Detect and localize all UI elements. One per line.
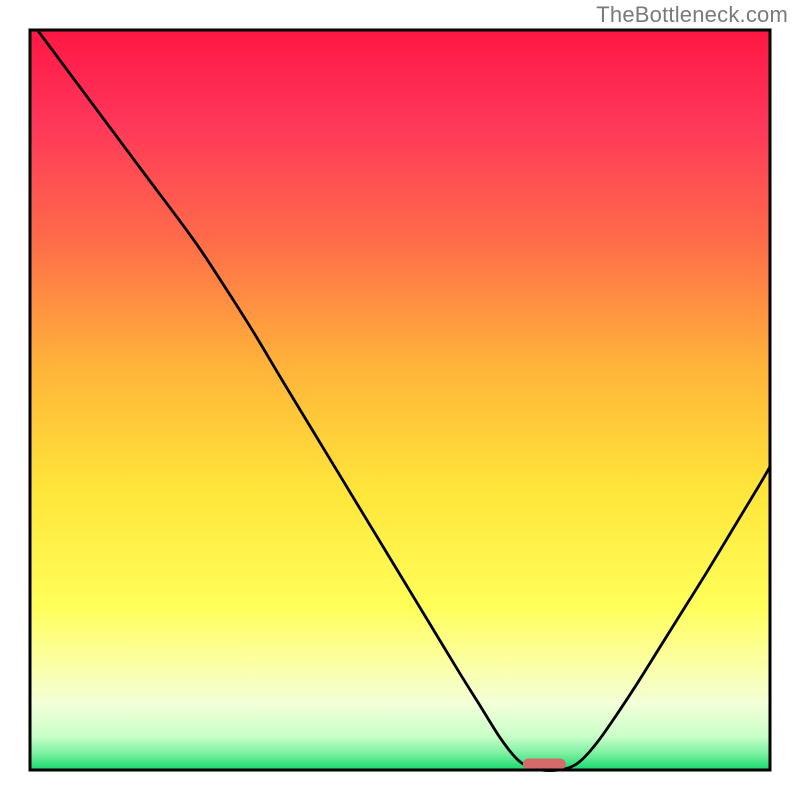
optimal-marker [523, 759, 566, 770]
bottleneck-chart: TheBottleneck.com [0, 0, 800, 800]
watermark-text: TheBottleneck.com [596, 2, 788, 28]
plot-background [30, 30, 770, 770]
chart-svg [0, 0, 800, 800]
